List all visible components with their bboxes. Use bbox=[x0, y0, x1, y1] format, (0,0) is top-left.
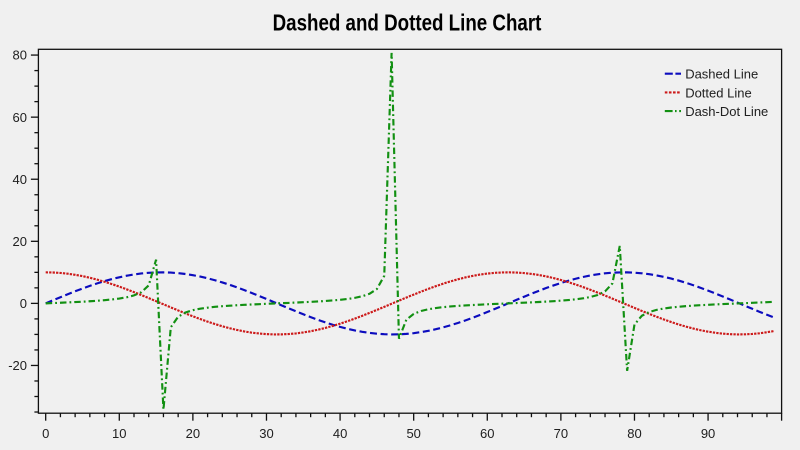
svg-text:Dash-Dot Line: Dash-Dot Line bbox=[685, 104, 768, 119]
svg-text:90: 90 bbox=[701, 426, 715, 441]
svg-text:0: 0 bbox=[20, 296, 27, 311]
svg-text:Dashed Line: Dashed Line bbox=[685, 67, 758, 82]
svg-text:Dotted Line: Dotted Line bbox=[685, 85, 752, 100]
svg-text:40: 40 bbox=[333, 426, 347, 441]
svg-text:40: 40 bbox=[13, 172, 27, 187]
svg-text:80: 80 bbox=[627, 426, 641, 441]
svg-text:Dashed and Dotted Line Chart: Dashed and Dotted Line Chart bbox=[273, 10, 542, 36]
svg-text:30: 30 bbox=[259, 426, 273, 441]
svg-text:60: 60 bbox=[480, 426, 494, 441]
svg-text:0: 0 bbox=[42, 426, 49, 441]
svg-text:70: 70 bbox=[554, 426, 568, 441]
svg-text:50: 50 bbox=[406, 426, 420, 441]
svg-text:80: 80 bbox=[13, 48, 27, 63]
svg-text:10: 10 bbox=[112, 426, 126, 441]
svg-text:20: 20 bbox=[13, 234, 27, 249]
svg-text:-20: -20 bbox=[8, 358, 27, 373]
svg-text:60: 60 bbox=[13, 110, 27, 125]
svg-text:20: 20 bbox=[186, 426, 200, 441]
